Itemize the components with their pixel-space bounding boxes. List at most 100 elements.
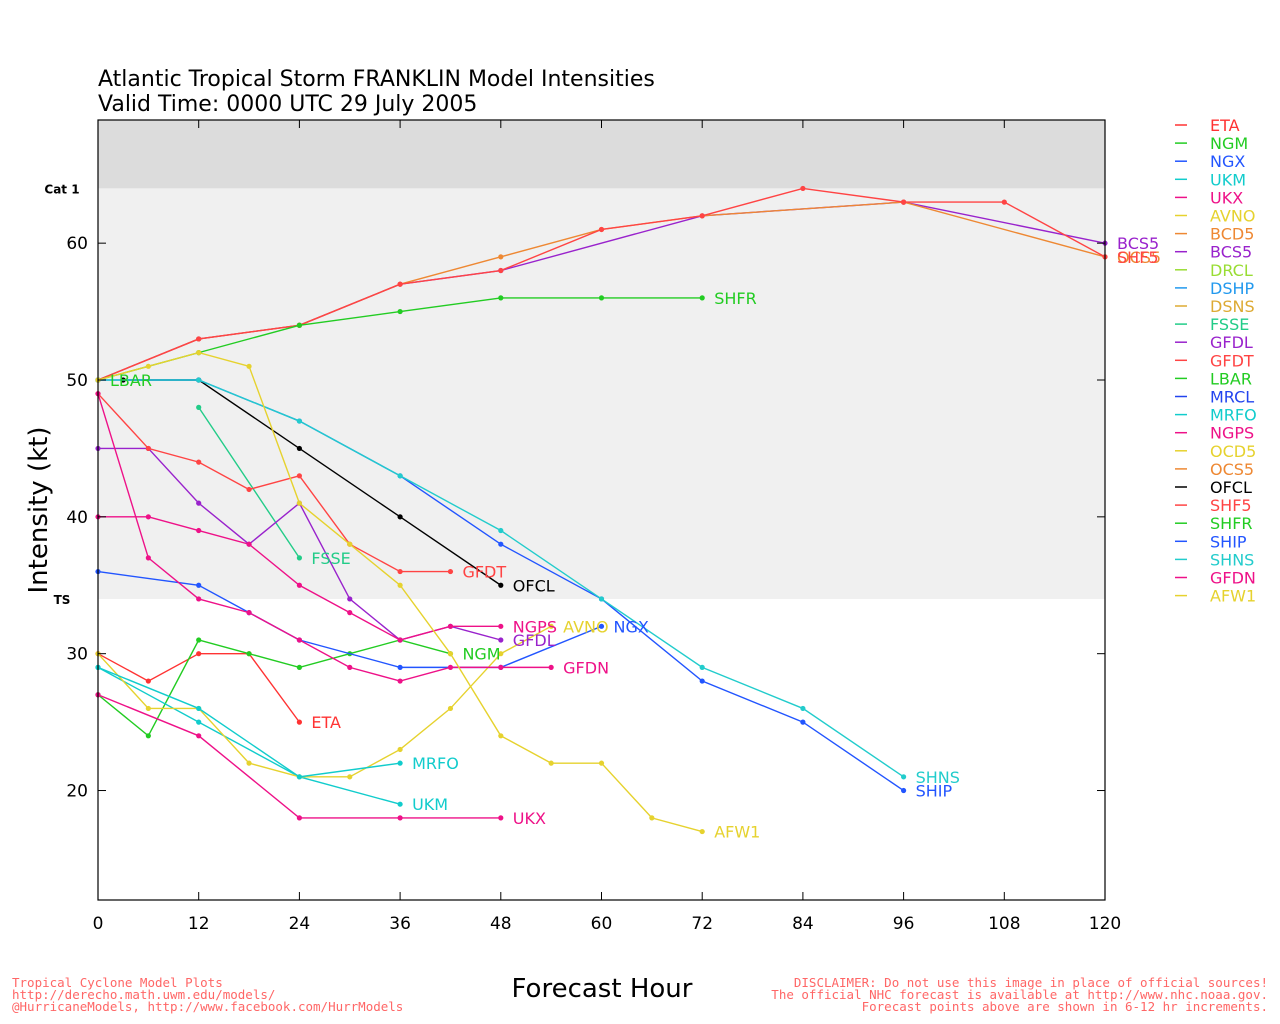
data-point-ngps bbox=[145, 514, 151, 520]
series-lines bbox=[95, 185, 1108, 835]
footer-left: Tropical Cyclone Model Plots http://dere… bbox=[12, 975, 403, 1014]
legend-item-ngps: NGPS bbox=[1175, 424, 1254, 443]
data-point-gfdn bbox=[246, 610, 252, 616]
series-end-label-gfdn: GFDN bbox=[563, 658, 609, 677]
series-end-label-ngx: NGX bbox=[614, 617, 649, 636]
intensity-bands: Cat 1 TS bbox=[44, 120, 1105, 607]
legend-label-fsse: FSSE bbox=[1210, 315, 1249, 334]
data-point-afw1 bbox=[548, 760, 554, 766]
series-end-labels: ETA NGM NGX UKM UKX AVNO BCS5 FSSE GFDL GFDT LBAR M… bbox=[110, 234, 1161, 841]
y-tick-label: 60 bbox=[66, 234, 88, 254]
data-point-gfdl bbox=[347, 596, 353, 602]
legend-label-shns: SHNS bbox=[1210, 550, 1254, 569]
series-end-label-ocs5: OCS5 bbox=[1117, 248, 1161, 267]
series-end-label-bcs5: BCS5 bbox=[1117, 234, 1159, 253]
series-end-label-ngps: NGPS bbox=[513, 617, 557, 636]
legend-item-mrfo: MRFO bbox=[1175, 406, 1257, 425]
data-point-mrfo bbox=[397, 760, 403, 766]
data-point-mrfo bbox=[196, 705, 202, 712]
data-point-gfdt bbox=[447, 568, 454, 575]
legend-item-ngm: NGM bbox=[1175, 134, 1248, 153]
legend-item-eta: ETA bbox=[1175, 116, 1240, 135]
data-point-ngm bbox=[246, 651, 252, 657]
data-point-shf5 bbox=[498, 267, 504, 274]
series-end-label-shns: SHNS bbox=[916, 768, 960, 787]
data-point-gfdn bbox=[397, 678, 403, 684]
data-point-shns bbox=[498, 527, 504, 534]
x-tick-label: 96 bbox=[893, 914, 915, 934]
y-tick-label: 40 bbox=[66, 508, 88, 528]
series-line-gfdt bbox=[97, 393, 451, 573]
series-end-label-lbar: LBAR bbox=[110, 371, 152, 390]
data-point-gfdn bbox=[447, 664, 454, 670]
band-label-ts: TS bbox=[54, 593, 71, 607]
legend-item-shns: SHNS bbox=[1175, 550, 1254, 569]
legend-label-afw1: AFW1 bbox=[1210, 587, 1256, 606]
series-fsse bbox=[196, 404, 302, 561]
data-point-shf5 bbox=[397, 281, 403, 287]
footer-right-line-3: Forecast points above are shown in 6-12 … bbox=[862, 999, 1268, 1014]
data-point-shns bbox=[196, 377, 202, 383]
data-point-afw1 bbox=[598, 760, 605, 766]
x-tick-label: 36 bbox=[389, 914, 411, 934]
data-point-shns bbox=[901, 774, 907, 780]
legend-label-ocs5: OCS5 bbox=[1210, 460, 1254, 479]
legend-label-gfdn: GFDN bbox=[1210, 569, 1256, 588]
data-point-gfdt bbox=[196, 459, 202, 465]
legend-label-drcl: DRCL bbox=[1210, 261, 1253, 280]
footer-right-line-2: The official NHC forecast is available a… bbox=[771, 987, 1268, 1002]
footer-left-line-2: http://derecho.math.uwm.edu/models/ bbox=[12, 987, 275, 1002]
series-end-label-avno: AVNO bbox=[563, 617, 608, 636]
x-tick-label: 84 bbox=[792, 914, 814, 934]
data-point-afw1 bbox=[498, 733, 504, 739]
legend-item-ocs5: OCS5 bbox=[1175, 460, 1254, 479]
data-point-shf5 bbox=[1001, 199, 1007, 205]
footer-left-line-1: Tropical Cyclone Model Plots bbox=[12, 975, 223, 990]
series-end-label-afw1: AFW1 bbox=[714, 823, 760, 842]
data-point-ngps bbox=[196, 527, 202, 534]
data-point-eta bbox=[145, 678, 151, 684]
data-point-shf5 bbox=[598, 226, 605, 233]
legend-label-mrcl: MRCL bbox=[1210, 388, 1254, 407]
data-point-ngps bbox=[447, 623, 454, 629]
legend-label-ngx: NGX bbox=[1210, 152, 1245, 171]
legend-item-drcl: DRCL bbox=[1175, 261, 1253, 280]
legend-label-ocd5: OCD5 bbox=[1210, 442, 1256, 461]
legend-label-dshp: DSHP bbox=[1210, 279, 1255, 298]
data-point-shns bbox=[296, 418, 302, 424]
x-tick-label: 72 bbox=[691, 914, 713, 934]
data-point-ngps bbox=[347, 610, 353, 616]
legend-item-dshp: DSHP bbox=[1175, 279, 1255, 298]
legend-item-bcd5: BCD5 bbox=[1175, 225, 1254, 244]
legend-item-afw1: AFW1 bbox=[1175, 587, 1256, 606]
data-point-fsse bbox=[296, 555, 302, 561]
legend-label-ukx: UKX bbox=[1210, 188, 1243, 207]
y-tick-label: 20 bbox=[66, 782, 88, 802]
data-point-shns bbox=[397, 473, 403, 479]
legend-item-ocd5: OCD5 bbox=[1175, 442, 1256, 461]
series-line-ukm bbox=[97, 666, 401, 805]
data-point-ngx bbox=[196, 582, 202, 588]
legend-item-dsns: DSNS bbox=[1175, 297, 1255, 316]
data-point-ship bbox=[901, 787, 907, 794]
series-ukx bbox=[95, 692, 504, 821]
series-gfdn bbox=[95, 391, 554, 684]
data-point-ofcl bbox=[397, 514, 403, 520]
legend-item-lbar: LBAR bbox=[1175, 369, 1252, 388]
series-end-label-ship: SHIP bbox=[916, 782, 953, 801]
data-point-ukx bbox=[296, 815, 302, 821]
legend-item-shfr: SHFR bbox=[1175, 514, 1253, 533]
data-point-avno bbox=[447, 705, 454, 712]
data-point-gfdn bbox=[498, 664, 504, 670]
series-end-label-shfr: SHFR bbox=[714, 289, 757, 308]
series-ukm bbox=[95, 664, 403, 807]
band-cat-1 bbox=[98, 120, 1105, 189]
x-tick-label: 0 bbox=[93, 914, 104, 934]
data-point-avno bbox=[246, 760, 252, 766]
data-point-shf5 bbox=[699, 213, 705, 219]
legend-label-ngm: NGM bbox=[1210, 134, 1248, 153]
series-line-gfdn bbox=[97, 393, 552, 682]
legend-item-ofcl: OFCL bbox=[1175, 478, 1252, 497]
data-point-gfdt bbox=[296, 473, 302, 479]
chart-title: Atlantic Tropical Storm FRANKLIN Model I… bbox=[98, 67, 655, 92]
